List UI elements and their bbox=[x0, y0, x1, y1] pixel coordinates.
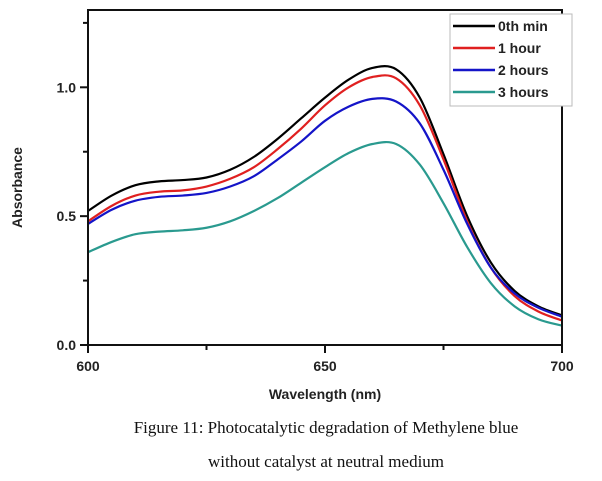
figure-caption-line-2: without catalyst at neutral medium bbox=[207, 452, 445, 471]
y-tick-label: 0.0 bbox=[57, 337, 77, 353]
series-line-0th-min bbox=[87, 65, 563, 317]
series-line-2-hours bbox=[87, 97, 563, 318]
y-axis-title: Absorbance bbox=[9, 147, 25, 228]
legend-label: 2 hours bbox=[498, 62, 549, 78]
figure-caption-line-1: Figure 11: Photocatalytic degradation of… bbox=[133, 418, 519, 437]
legend-box bbox=[449, 13, 573, 107]
x-axis-title: Wavelength (nm) bbox=[269, 386, 381, 402]
absorbance-chart: 0.0 0.5 1.0 600 650 700 Wavelength (nm) Abso… bbox=[9, 9, 574, 402]
legend-label: 1 hour bbox=[498, 40, 541, 56]
x-tick-label: 600 bbox=[76, 358, 100, 374]
legend-label: 0th min bbox=[498, 18, 548, 34]
x-tick-label: 650 bbox=[313, 358, 337, 374]
legend: 0th min 1 hour 2 hours 3 hours bbox=[449, 13, 573, 107]
y-axis: 0.0 0.5 1.0 bbox=[57, 21, 88, 353]
y-tick-label: 1.0 bbox=[57, 79, 77, 95]
series-line-3-hours bbox=[87, 140, 563, 327]
legend-label: 3 hours bbox=[498, 84, 549, 100]
x-tick-label: 700 bbox=[550, 358, 574, 374]
x-axis: 600 650 700 bbox=[76, 345, 574, 374]
y-tick-label: 0.5 bbox=[57, 208, 77, 224]
series-lines bbox=[87, 65, 563, 327]
